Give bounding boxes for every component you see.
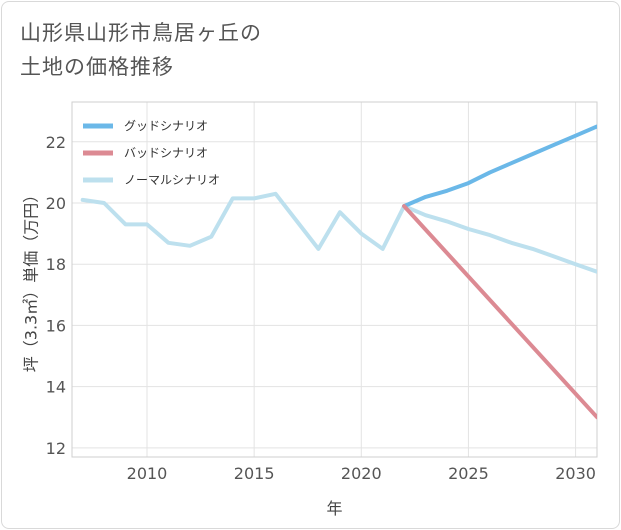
series-lines bbox=[80, 124, 597, 420]
chart-title-line-2: 土地の価格推移 bbox=[20, 55, 174, 79]
y-tick-label: 22 bbox=[46, 133, 66, 152]
y-axis-label: 坪（3.3㎡）単価（万円） bbox=[22, 187, 41, 372]
series-line-2 bbox=[80, 191, 597, 274]
series-line-1 bbox=[402, 204, 597, 420]
y-tick-label: 14 bbox=[46, 378, 66, 397]
x-tick-label: 2010 bbox=[127, 464, 168, 483]
x-tick-label: 2025 bbox=[448, 464, 489, 483]
legend-item[interactable]: バッドシナリオ bbox=[83, 146, 208, 160]
plot-area-frame bbox=[71, 101, 598, 458]
y-tick-label: 16 bbox=[46, 316, 66, 335]
grid-lines bbox=[72, 102, 597, 457]
chart-title: 山形県山形市鳥居ヶ丘の 土地の価格推移 bbox=[20, 16, 262, 84]
legend-label: バッドシナリオ bbox=[124, 146, 208, 160]
legend-item[interactable]: ノーマルシナリオ bbox=[83, 173, 220, 187]
y-tick-label: 20 bbox=[46, 194, 66, 213]
x-axis-label: 年 bbox=[326, 499, 342, 518]
y-tick-label: 18 bbox=[46, 255, 66, 274]
axis-ticks: 2010 2015 2020 2025 2030 12 14 16 18 20 22 bbox=[46, 133, 596, 483]
y-tick-label: 12 bbox=[46, 439, 66, 458]
legend-label: グッドシナリオ bbox=[124, 119, 208, 133]
series-line-0 bbox=[402, 124, 597, 209]
x-tick-label: 2030 bbox=[555, 464, 596, 483]
legend-item[interactable]: グッドシナリオ bbox=[83, 119, 208, 133]
x-tick-label: 2015 bbox=[234, 464, 275, 483]
legend-label: ノーマルシナリオ bbox=[124, 173, 220, 187]
x-tick-label: 2020 bbox=[341, 464, 382, 483]
chart-title-line-1: 山形県山形市鳥居ヶ丘の bbox=[20, 21, 262, 45]
